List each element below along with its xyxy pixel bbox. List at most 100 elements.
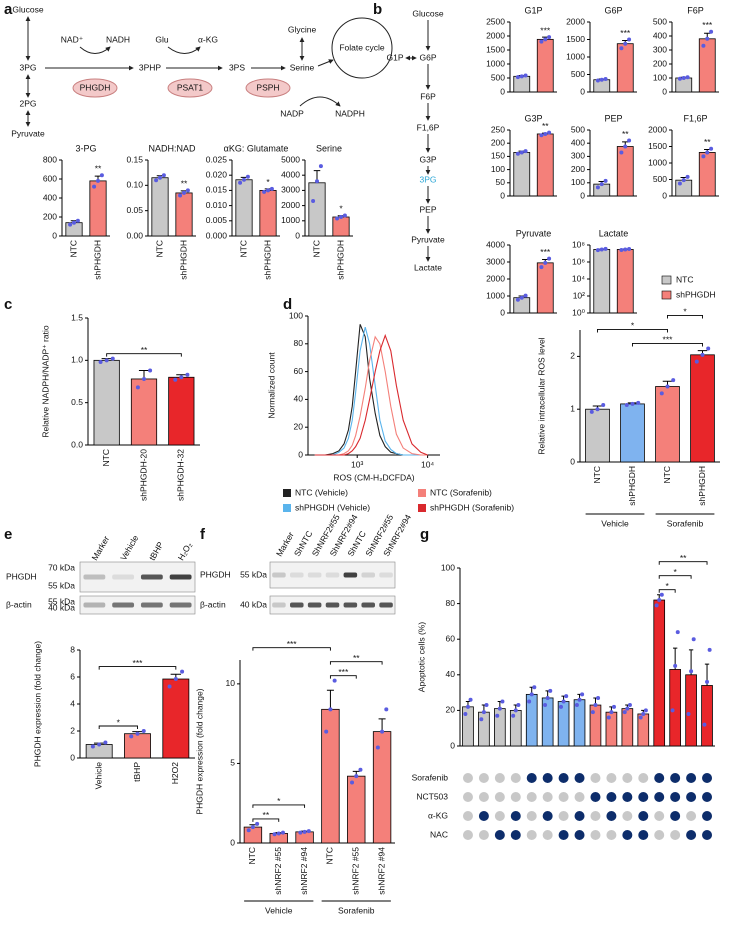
data-point	[384, 707, 389, 712]
data-point	[68, 222, 73, 227]
significance-bracket	[329, 661, 383, 665]
significance: *	[683, 307, 687, 317]
y-tick-label: 400	[571, 137, 585, 147]
legend-label: shPHGDH	[676, 289, 716, 299]
y-tick-label: 1000	[486, 58, 505, 68]
data-point	[686, 711, 691, 716]
y-tick-label: 200	[43, 211, 57, 221]
y-tick-label: 500	[653, 16, 667, 26]
y-tick-label: 2000	[566, 16, 585, 26]
data-point	[595, 78, 600, 83]
data-point	[342, 213, 347, 218]
cofactor: NADPH	[335, 108, 365, 118]
matrix-dot	[622, 792, 633, 802]
data-point	[590, 710, 595, 715]
matrix-dot	[478, 773, 489, 783]
metabolite: G6P	[419, 52, 436, 62]
matrix-dot	[558, 811, 569, 821]
matrix-dot	[702, 792, 713, 802]
data-point	[673, 663, 678, 668]
y-tick-label: 2000	[281, 200, 300, 210]
blot-band	[290, 572, 304, 578]
data-point	[539, 133, 544, 138]
blot-band	[83, 574, 106, 580]
data-point	[98, 360, 103, 365]
matrix-dot	[654, 811, 665, 821]
metabolite: Lactate	[414, 262, 442, 272]
data-point	[246, 828, 251, 833]
chart-title: F1,6P	[683, 113, 707, 123]
y-tick-label: 500	[653, 174, 667, 184]
matrix-dot	[654, 773, 665, 783]
data-point	[375, 745, 380, 750]
data-point	[276, 831, 281, 836]
significance: **	[263, 810, 270, 820]
y-tick-label: 100	[289, 310, 303, 320]
data-point	[681, 178, 686, 183]
data-point	[654, 603, 659, 608]
matrix-dot	[590, 773, 601, 783]
y-tick-label: 1000	[566, 51, 585, 61]
matrix-dot	[574, 811, 585, 821]
matrix-dot	[494, 773, 505, 783]
significance-bracket	[252, 804, 306, 808]
data-point	[706, 346, 711, 351]
y-axis-label: Relative NADPH/NADP⁺ ratio	[40, 325, 50, 437]
legend-swatch	[418, 504, 426, 512]
data-point	[148, 368, 153, 373]
metabolite: Serine	[290, 62, 315, 72]
blot-band	[272, 602, 286, 608]
arrow	[317, 59, 334, 67]
matrix-dot	[670, 830, 681, 840]
y-tick-label: 0.10	[126, 180, 143, 190]
bar	[616, 249, 634, 314]
y-tick-label: 400	[653, 30, 667, 40]
blot-band	[361, 602, 375, 608]
data-point	[543, 37, 548, 42]
bar	[259, 189, 277, 237]
data-point	[238, 180, 243, 185]
significance-bracket	[667, 315, 703, 319]
data-point	[529, 692, 534, 697]
data-point	[547, 130, 552, 135]
data-point	[564, 694, 569, 699]
data-point	[701, 154, 706, 159]
x-tick-label: shNRF2 #94	[299, 847, 309, 895]
enzyme-shape	[167, 78, 213, 98]
matrix-dot	[526, 830, 537, 840]
matrix-dot	[462, 792, 473, 802]
matrix-dot	[606, 830, 617, 840]
blot-band	[307, 602, 322, 608]
matrix-dot	[558, 792, 569, 802]
chart-title: F6P	[687, 5, 704, 15]
significance: **	[680, 553, 687, 563]
significance-bracket	[98, 666, 177, 670]
panel-label: a	[4, 1, 13, 18]
marker-label: 40 kDa	[240, 599, 267, 609]
metabolite: Glycine	[288, 24, 317, 34]
y-tick-label: 20	[446, 705, 456, 715]
x-tick-label: shPHGDH	[92, 240, 102, 280]
data-point	[519, 295, 524, 300]
matrix-dot	[510, 773, 521, 783]
data-point	[523, 149, 528, 154]
legend-label: NTC (Sorafenib)	[430, 487, 492, 497]
significance-bracket	[597, 329, 668, 333]
legend-swatch	[418, 489, 426, 497]
y-tick-label: 0	[52, 230, 57, 240]
y-tick-label: 0.5	[71, 397, 83, 407]
metabolite: 2PG	[19, 98, 36, 108]
y-axis-label: PHGDH expression (fold change)	[32, 641, 42, 767]
significance-bracket	[658, 589, 676, 593]
data-point	[380, 729, 385, 734]
panel-label: g	[420, 526, 429, 543]
chart-title: 3-PG	[75, 143, 96, 153]
data-point	[627, 138, 632, 143]
y-tick-label: 3000	[281, 185, 300, 195]
y-tick-label: 2000	[648, 124, 667, 134]
bar	[372, 731, 392, 844]
significance-bracket	[252, 647, 331, 651]
matrix-dot	[574, 792, 585, 802]
significance: ***	[338, 667, 349, 677]
